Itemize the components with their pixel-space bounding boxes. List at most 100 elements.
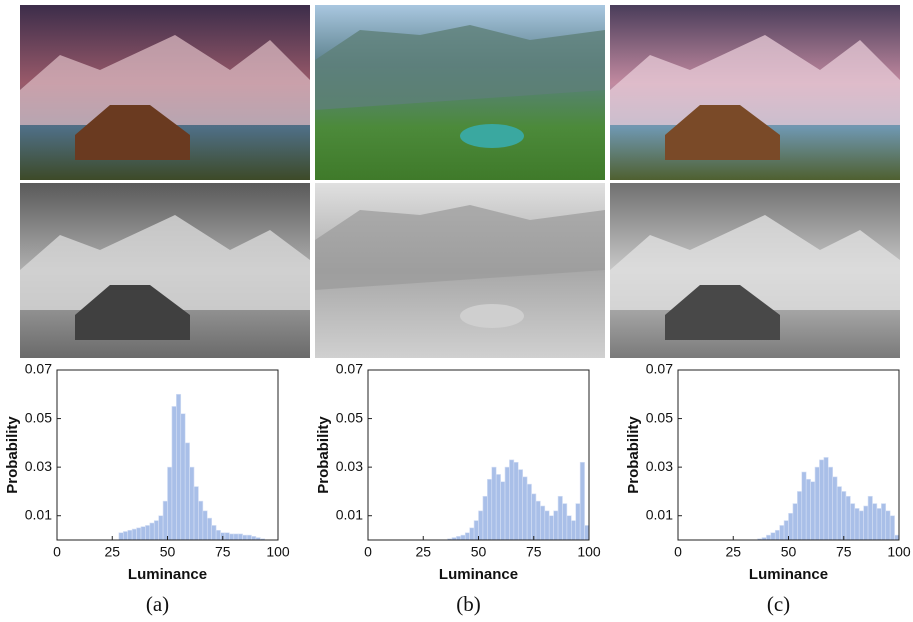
bar [150,523,154,540]
bar [824,457,828,540]
bar [479,511,483,540]
bar [554,511,558,540]
bar [492,467,496,540]
bar [532,494,536,540]
bar [505,467,509,540]
caption: (c) [767,592,790,616]
bar [784,521,788,540]
bar [793,504,797,540]
y-tick-label: 0.07 [646,361,673,377]
bar [802,472,806,540]
bar [474,521,478,540]
x-tick-label: 0 [364,544,372,560]
bar [877,508,881,540]
bar [811,482,815,540]
bar [576,504,580,540]
bar [833,477,837,540]
figure: 0.01 0.03 0.05 0.07 0 25 50 75 100 Luminance Proba… [0,0,913,622]
bar [558,496,562,540]
bar [819,460,823,540]
bar [501,482,505,540]
bar [251,536,255,540]
bar [203,511,207,540]
x-tick-label: 50 [781,544,797,560]
bar [212,525,216,540]
y-tick-label: 0.03 [646,458,673,474]
bar [567,516,571,540]
x-tick-label: 50 [160,544,176,560]
bar [886,511,890,540]
bar [828,467,832,540]
bar [496,474,500,540]
x-tick-label: 0 [53,544,61,560]
bar [207,518,211,540]
x-axis-label: Luminance [749,566,828,583]
bar [523,477,527,540]
bar [181,414,185,540]
bar [198,501,202,540]
y-tick-label: 0.01 [336,506,363,522]
lake [460,304,524,328]
caption: (a) [146,592,169,616]
bar [527,484,531,540]
bar [580,462,584,540]
bar [163,501,167,540]
bar [509,460,513,540]
x-axis-label: Luminance [439,566,518,583]
bar [837,487,841,540]
y-tick-label: 0.07 [25,361,52,377]
bar [159,516,163,540]
bar [562,504,566,540]
bar [247,535,251,540]
bar [766,535,770,540]
y-tick-label: 0.03 [336,458,363,474]
bar [176,394,180,540]
bar [132,529,136,540]
bar [470,528,474,540]
bar [123,532,127,541]
x-axis-label: Luminance [128,566,207,583]
bar [128,530,132,540]
x-tick-label: 100 [887,544,911,560]
bar [518,470,522,540]
y-axis-label: Probability [315,416,332,494]
y-tick-label: 0.03 [25,458,52,474]
x-tick-label: 50 [471,544,487,560]
bar [859,511,863,540]
bar [806,479,810,540]
bar [545,511,549,540]
y-tick-label: 0.05 [25,409,52,425]
bar [881,504,885,540]
bar [789,513,793,540]
x-tick-label: 75 [215,544,231,560]
bar [514,462,518,540]
x-tick-label: 100 [577,544,601,560]
bar [536,501,540,540]
bar [487,479,491,540]
y-tick-label: 0.01 [646,506,673,522]
bar [775,530,779,540]
bar [864,506,868,540]
bar [229,534,233,540]
bar [145,525,149,540]
bar [872,504,876,540]
bar [461,535,465,540]
bar [890,516,894,540]
bar [185,443,189,540]
x-tick-label: 25 [415,544,431,560]
bar [168,467,172,540]
bar [780,525,784,540]
y-tick-label: 0.01 [25,506,52,522]
x-tick-label: 75 [836,544,852,560]
x-tick-label: 25 [725,544,741,560]
bar [585,525,589,540]
bar [842,491,846,540]
y-tick-label: 0.07 [336,361,363,377]
bar [571,521,575,540]
bar [141,527,145,540]
bar [238,534,242,540]
bar [895,535,899,540]
